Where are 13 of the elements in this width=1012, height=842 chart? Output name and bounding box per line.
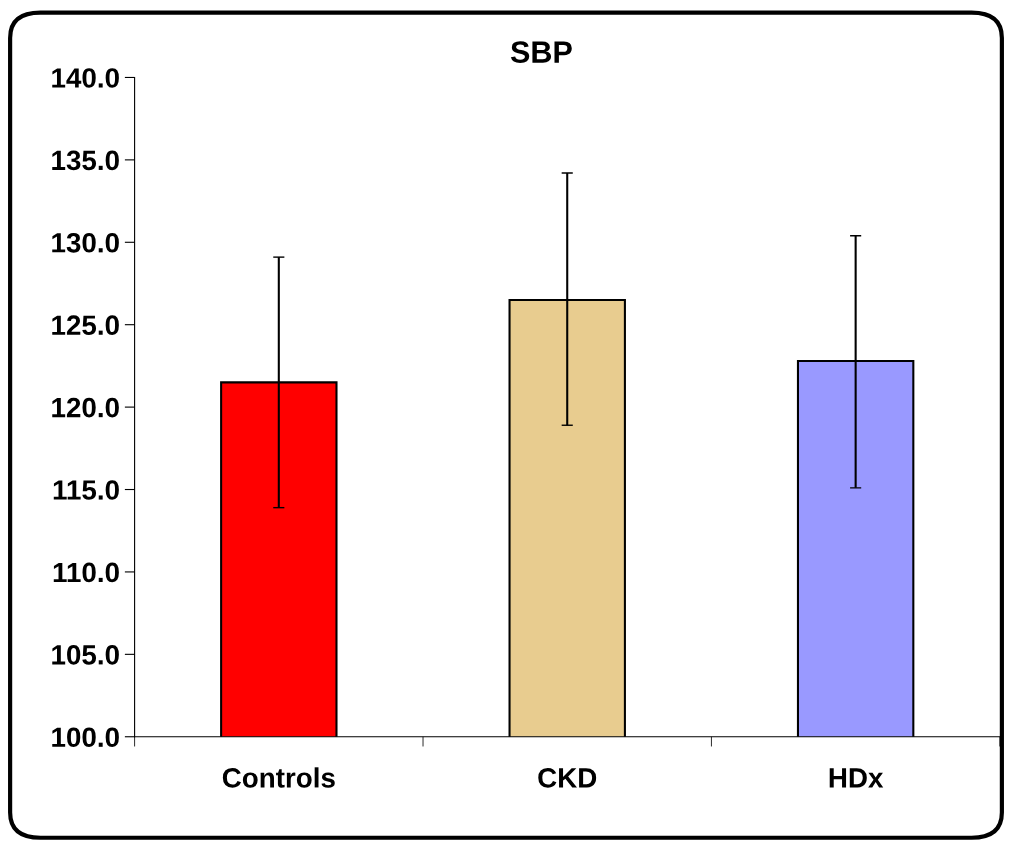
y-tick-label: 110.0: [53, 562, 119, 583]
x-tick-label: HDx: [829, 768, 884, 788]
y-tick-label: 120.0: [52, 397, 119, 418]
y-tick-label: 100.0: [52, 727, 119, 748]
y-tick-label: 135.0: [52, 150, 119, 171]
y-tick-label: 130.0: [52, 232, 119, 253]
y-tick-label: 125.0: [52, 315, 119, 336]
x-tick-label: CKD: [538, 768, 597, 788]
y-tick-label: 115.0: [53, 480, 119, 500]
chart-title: SBP: [510, 41, 572, 63]
y-tick-label: 105.0: [52, 645, 119, 665]
x-tick-label: Controls: [222, 767, 335, 788]
y-tick-label: 140.0: [52, 68, 119, 88]
